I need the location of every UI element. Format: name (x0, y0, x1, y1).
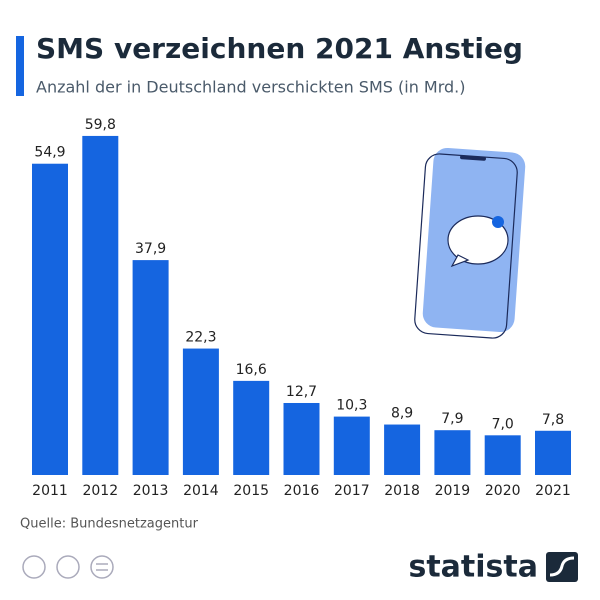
value-label: 37,9 (135, 241, 166, 257)
x-tick-label: 2018 (384, 483, 420, 499)
x-tick-label: 2016 (284, 483, 320, 499)
value-label: 7,8 (542, 412, 564, 428)
chart-subtitle: Anzahl der in Deutschland verschickten S… (36, 78, 466, 97)
bar (384, 424, 421, 475)
title-accent (16, 36, 24, 96)
phone-illustration (414, 147, 526, 339)
x-tick-label: 2015 (233, 483, 269, 499)
value-label: 12,7 (286, 384, 317, 400)
value-label: 22,3 (185, 330, 216, 346)
x-tick-label: 2020 (485, 483, 521, 499)
chart-title: SMS verzeichnen 2021 Anstieg (36, 32, 523, 65)
value-label: 8,9 (391, 406, 413, 422)
x-tick-label: 2019 (435, 483, 471, 499)
value-label: 7,9 (441, 411, 463, 427)
license-icons (22, 555, 114, 579)
bar (82, 135, 119, 475)
x-tick-label: 2014 (183, 483, 219, 499)
brand-logo: statista (408, 550, 538, 585)
bar (233, 380, 270, 475)
x-tick-label: 2017 (334, 483, 370, 499)
value-label: 10,3 (336, 398, 367, 414)
value-label: 59,8 (85, 117, 116, 133)
x-tick-label: 2012 (82, 483, 118, 499)
bar (182, 348, 219, 475)
x-tick-label: 2011 (32, 483, 68, 499)
x-tick-label: 2021 (535, 483, 571, 499)
bar (535, 430, 571, 475)
bar (32, 163, 68, 476)
x-tick-label: 2013 (133, 483, 169, 499)
bar (484, 435, 521, 475)
value-label: 16,6 (236, 362, 267, 378)
bar (434, 430, 471, 475)
bar (132, 260, 169, 475)
bar (283, 402, 320, 475)
value-label: 7,0 (492, 416, 514, 432)
source: Quelle: Bundesnetzagentur (20, 517, 199, 532)
brand-icon (546, 552, 578, 582)
value-label: 54,9 (34, 145, 65, 161)
bar (333, 416, 370, 475)
